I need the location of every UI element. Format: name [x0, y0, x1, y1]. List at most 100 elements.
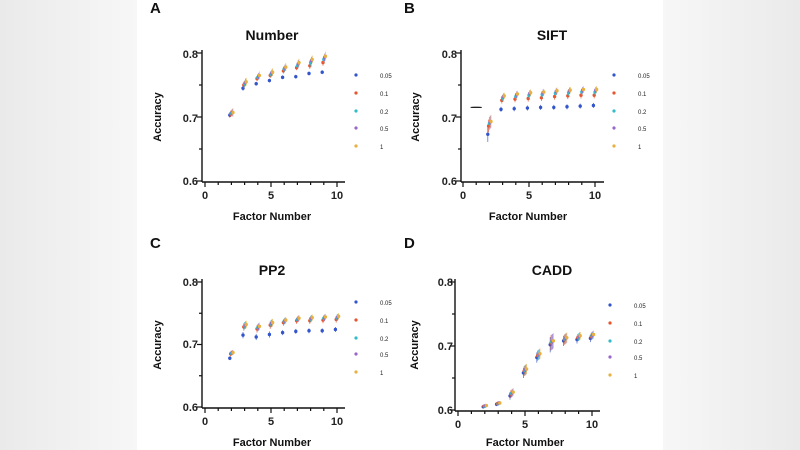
legend-label-a-2: 0.2 — [380, 110, 389, 116]
data-point-a-s0-p4 — [281, 76, 284, 79]
data-point-c-s4-p4 — [284, 318, 287, 321]
x-tick-label-b-1: 5 — [526, 190, 532, 202]
y-tick-label-d-1: 0.7 — [438, 341, 453, 353]
data-point-b-s0-p7 — [565, 105, 568, 108]
x-axis-label-a: Factor Number — [233, 211, 312, 223]
legend-marker-d-0 — [608, 303, 611, 306]
x-tick-label-d-2: 10 — [586, 419, 598, 431]
data-point-b-s4-p2 — [503, 94, 506, 97]
legend-label-b-1: 0.1 — [638, 92, 647, 98]
y-tick-label-a-1: 0.7 — [183, 113, 198, 125]
data-point-b-s4-p6 — [555, 89, 558, 92]
data-point-b-s4-p8 — [582, 88, 585, 91]
data-point-d-s4-p6 — [565, 336, 568, 339]
data-point-b-s0-p5 — [539, 106, 542, 109]
legend-label-a-0: 0.05 — [380, 74, 392, 80]
legend-d: 0.05 0.1 0.2 0.5 1 — [634, 304, 646, 380]
legend-label-c-0: 0.05 — [380, 301, 392, 307]
data-point-b-s0-p6 — [552, 106, 555, 109]
data-point-a-s0-p7 — [321, 71, 324, 74]
data-point-d-s4-p1 — [498, 401, 501, 404]
data-point-c-s4-p2 — [258, 325, 261, 328]
data-point-b-s4-p5 — [542, 90, 545, 93]
data-point-d-s4-p5 — [552, 339, 555, 342]
legend-marker-a-2 — [354, 109, 357, 112]
data-point-b-s0-p8 — [579, 104, 582, 107]
y-tick-label-c-0: 0.6 — [183, 402, 198, 414]
data-point-b-s0-p9 — [592, 104, 595, 107]
legend-marker-c-3 — [354, 352, 357, 355]
data-point-d-s4-p8 — [592, 333, 595, 336]
data-point-d-s4-p2 — [512, 390, 515, 393]
legend-label-b-2: 0.2 — [638, 110, 647, 116]
legend-label-d-4: 1 — [634, 374, 638, 380]
data-point-a-s4-p3 — [271, 71, 274, 74]
data-point-a-s0-p5 — [294, 75, 297, 78]
data-point-c-s0-p8 — [334, 328, 337, 331]
legend-label-d-2: 0.2 — [634, 340, 643, 346]
x-axis-label-d: Factor Number — [486, 437, 565, 449]
legend-marker-c-4 — [354, 370, 357, 373]
panel-label-a: A — [150, 0, 161, 17]
legend-marker-c-0 — [354, 300, 357, 303]
legend-label-d-3: 0.5 — [634, 356, 643, 362]
legend-marker-a-1 — [354, 91, 357, 94]
data-point-c-s4-p1 — [245, 323, 248, 326]
data-point-c-s0-p5 — [294, 330, 297, 333]
data-point-a-s4-p4 — [284, 65, 287, 68]
legend-marker-b-0 — [612, 73, 615, 76]
legend-label-b-4: 1 — [638, 145, 642, 151]
legend-marker-d-3 — [608, 355, 611, 358]
x-tick-label-a-1: 5 — [268, 190, 274, 202]
panel-label-c: C — [150, 235, 161, 252]
data-point-b-s4-p1 — [489, 120, 492, 123]
y-tick-label-c-1: 0.7 — [183, 339, 198, 351]
y-tick-label-b-2: 0.8 — [442, 49, 457, 61]
legend-marker-b-2 — [612, 109, 615, 112]
data-point-c-s0-p3 — [268, 333, 271, 336]
x-axis-label-c: Factor Number — [233, 437, 312, 449]
chart-c: C PP2 Factor Number Accuracy 0.6 0.7 0.8… — [150, 235, 392, 449]
data-point-a-s0-p3 — [268, 79, 271, 82]
legend-marker-a-0 — [354, 73, 357, 76]
data-point-c-s4-p6 — [311, 316, 314, 319]
data-point-a-s0-p6 — [307, 72, 310, 75]
legend-label-d-1: 0.1 — [634, 322, 643, 328]
chart-title-d: CADD — [532, 262, 572, 278]
data-point-a-s4-p7 — [324, 55, 327, 58]
data-point-a-s4-p2 — [258, 74, 261, 77]
data-point-c-s0-p7 — [321, 329, 324, 332]
data-point-c-s4-p8 — [337, 315, 340, 318]
data-point-b-s4-p3 — [516, 92, 519, 95]
x-tick-label-b-0: 0 — [460, 190, 466, 202]
x-tick-label-c-1: 5 — [268, 416, 274, 428]
legend-label-b-3: 0.5 — [638, 127, 647, 133]
data-point-a-s0-p2 — [255, 82, 258, 85]
data-point-c-s0-p4 — [281, 331, 284, 334]
data-point-c-s0-p1 — [241, 333, 244, 336]
chart-title-c: PP2 — [259, 262, 286, 278]
y-axis-label-b: Accuracy — [410, 91, 422, 141]
legend-marker-d-2 — [608, 339, 611, 342]
y-tick-label-d-0: 0.6 — [438, 405, 453, 417]
data-point-c-s0-p6 — [307, 329, 310, 332]
x-tick-label-a-0: 0 — [202, 190, 208, 202]
legend-label-c-4: 1 — [380, 371, 384, 377]
y-axis-label-d: Accuracy — [409, 319, 421, 369]
x-tick-label-d-1: 5 — [522, 419, 528, 431]
legend-label-a-4: 1 — [380, 145, 384, 151]
data-point-b-s0-p1 — [486, 133, 489, 136]
data-point-d-s4-p0 — [485, 404, 488, 407]
panel-label-d: D — [404, 235, 415, 252]
data-point-c-s0-p2 — [255, 335, 258, 338]
y-tick-label-b-1: 0.7 — [442, 113, 457, 125]
x-tick-label-c-0: 0 — [202, 416, 208, 428]
x-axis-label-b: Factor Number — [489, 211, 568, 223]
legend-marker-a-3 — [354, 126, 357, 129]
y-tick-label-d-2: 0.8 — [438, 277, 453, 289]
legend-marker-b-1 — [612, 91, 615, 94]
legend-c: 0.05 0.1 0.2 0.5 1 — [380, 301, 392, 377]
data-point-b-s4-p4 — [529, 91, 532, 94]
legend-label-b-0: 0.05 — [638, 74, 650, 80]
legend-label-a-1: 0.1 — [380, 92, 389, 98]
